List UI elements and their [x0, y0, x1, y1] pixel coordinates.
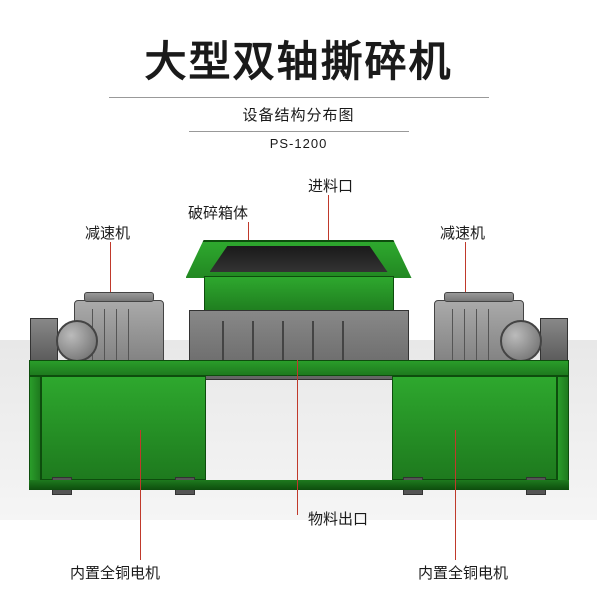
- leader-line: [297, 360, 298, 515]
- divider: [109, 97, 489, 98]
- feed-hopper: [204, 240, 394, 315]
- machine-illustration: [29, 240, 569, 490]
- label-motor-right: 内置全铜电机: [418, 562, 508, 583]
- label-material-outlet: 物料出口: [308, 508, 368, 529]
- divider: [189, 131, 409, 132]
- model-number: PS-1200: [0, 136, 597, 151]
- base-frame: [29, 360, 569, 490]
- leader-line: [455, 430, 456, 560]
- motor-housing-right: [392, 376, 557, 480]
- label-feed-inlet: 进料口: [308, 175, 353, 196]
- label-motor-left: 内置全铜电机: [70, 562, 160, 583]
- leader-line: [140, 430, 141, 560]
- main-title: 大型双轴撕碎机: [0, 28, 597, 89]
- motor-housing-left: [41, 376, 206, 480]
- subtitle: 设备结构分布图: [0, 104, 597, 125]
